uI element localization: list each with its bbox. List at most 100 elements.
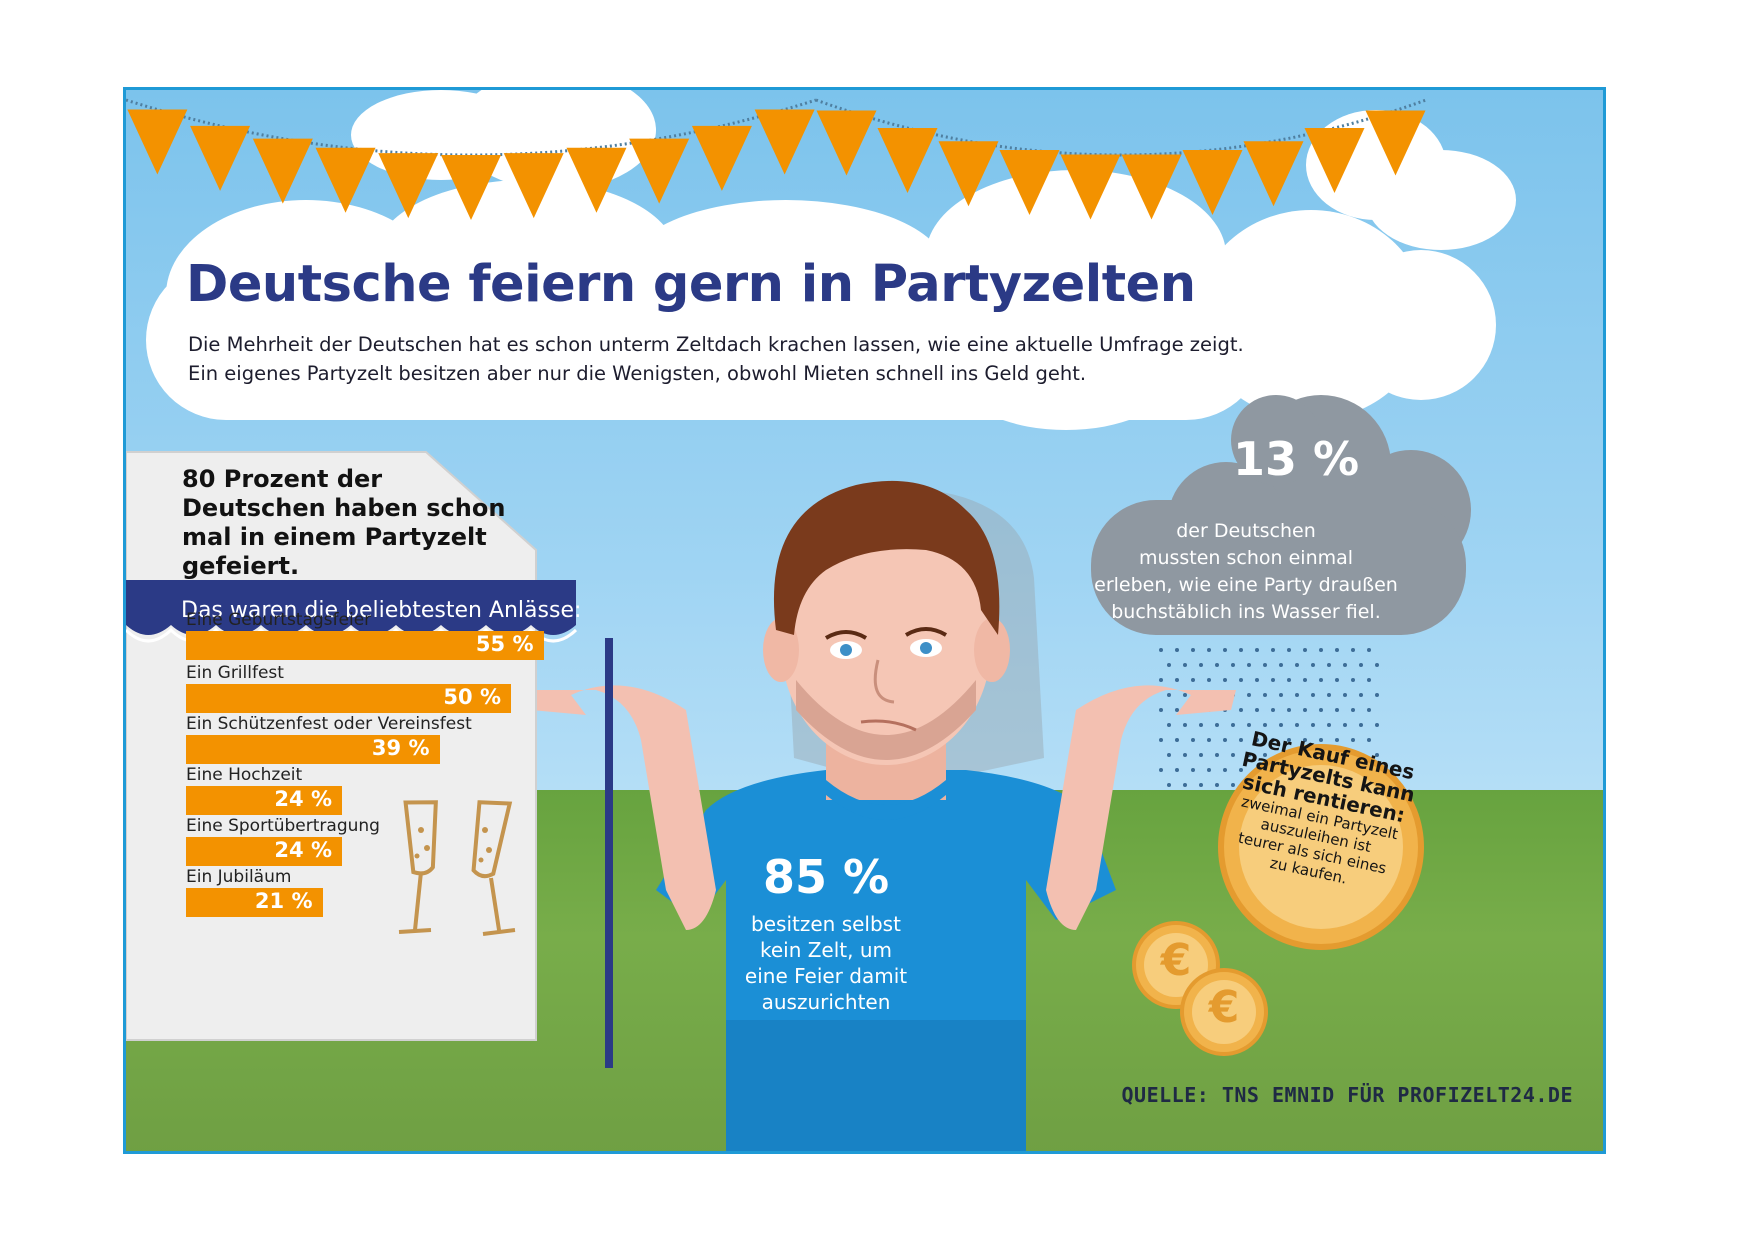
raindrop bbox=[1175, 768, 1179, 772]
raindrop bbox=[1263, 723, 1267, 727]
raindrop bbox=[1311, 693, 1315, 697]
raindrop bbox=[1223, 678, 1227, 682]
shrugging-man-illustration bbox=[526, 480, 1236, 1151]
raindrop bbox=[1287, 648, 1291, 652]
raindrop bbox=[1231, 723, 1235, 727]
source-credit: QUELLE: TNS EMNID FÜR PROFIZELT24.DE bbox=[1121, 1083, 1573, 1107]
raindrop bbox=[1263, 693, 1267, 697]
bunting-flag bbox=[1304, 128, 1365, 194]
raindrop bbox=[1255, 708, 1259, 712]
man-stat-line: kein Zelt, um bbox=[759, 938, 893, 962]
bunting-rope bbox=[815, 98, 1427, 157]
raindrop bbox=[1303, 738, 1307, 742]
rain-stat-percent: 13 % bbox=[1232, 432, 1360, 486]
raindrop bbox=[1343, 723, 1347, 727]
raindrop bbox=[1351, 648, 1355, 652]
raindrop bbox=[1295, 723, 1299, 727]
champagne-glasses-icon bbox=[398, 800, 516, 936]
raindrop bbox=[1263, 753, 1267, 757]
bar-value-label: 24 % bbox=[274, 787, 332, 811]
bunting-flag bbox=[1182, 150, 1243, 216]
bunting-flag bbox=[1121, 154, 1182, 220]
euro-symbol: € bbox=[1208, 982, 1240, 1033]
bar-category-label: Ein Grillfest bbox=[186, 663, 284, 683]
raindrop bbox=[1247, 663, 1251, 667]
raindrop bbox=[1191, 738, 1195, 742]
raindrop bbox=[1247, 753, 1251, 757]
bar-category-label: Eine Geburtstagsfeier bbox=[186, 610, 372, 630]
bar-category-label: Ein Schützenfest oder Vereinsfest bbox=[186, 714, 472, 734]
raindrop bbox=[1223, 768, 1227, 772]
bunting-flag bbox=[441, 155, 501, 220]
raindrop bbox=[1311, 663, 1315, 667]
raindrop bbox=[1255, 738, 1259, 742]
raindrop bbox=[1255, 648, 1259, 652]
raindrop bbox=[1287, 678, 1291, 682]
raindrop bbox=[1287, 738, 1291, 742]
rain-stat-line: buchstäblich ins Wasser fiel. bbox=[1111, 601, 1381, 623]
raindrop bbox=[1175, 708, 1179, 712]
raindrop bbox=[1335, 678, 1339, 682]
raindrop bbox=[1239, 678, 1243, 682]
bar: 24 % bbox=[186, 786, 342, 815]
rain-stat-line: mussten schon einmal bbox=[1138, 547, 1354, 569]
raindrop bbox=[1207, 738, 1211, 742]
bar: 55 % bbox=[186, 631, 544, 660]
bar-value-label: 50 % bbox=[443, 685, 501, 709]
bar-value-label: 21 % bbox=[254, 889, 313, 913]
bunting-flag bbox=[127, 109, 188, 175]
raindrop bbox=[1183, 663, 1187, 667]
raindrop bbox=[1183, 783, 1187, 787]
raindrop bbox=[1239, 738, 1243, 742]
raindrop bbox=[1159, 768, 1163, 772]
bunting-flag bbox=[503, 153, 564, 219]
raindrop bbox=[1215, 663, 1219, 667]
raindrop bbox=[1327, 693, 1331, 697]
raindrop bbox=[1215, 753, 1219, 757]
raindrop bbox=[1319, 738, 1323, 742]
bunting-flag bbox=[378, 153, 439, 219]
bunting-flag bbox=[754, 109, 815, 175]
bunting-flag bbox=[252, 138, 313, 204]
rain-stat-line: erleben, wie eine Party draußen bbox=[1094, 574, 1398, 596]
bar-category-label: Eine Sportübertragung bbox=[186, 816, 380, 836]
bunting-flag bbox=[877, 128, 938, 194]
bar: 21 % bbox=[186, 888, 323, 917]
bunting-flag bbox=[999, 150, 1060, 216]
awning-label: Das waren die beliebtesten Anlässe: bbox=[181, 598, 582, 623]
bunting-flag bbox=[691, 125, 752, 191]
raindrop bbox=[1319, 708, 1323, 712]
bar-value-label: 55 % bbox=[475, 632, 534, 656]
raindrop bbox=[1207, 768, 1211, 772]
raindrop bbox=[1167, 783, 1171, 787]
raindrop bbox=[1247, 723, 1251, 727]
bar: 24 % bbox=[186, 837, 342, 866]
raindrop bbox=[1335, 738, 1339, 742]
page-title: Deutsche feiern gern in Partyzelten bbox=[186, 255, 1196, 314]
raindrop bbox=[1183, 693, 1187, 697]
bunting-flag bbox=[1060, 154, 1121, 220]
raindrop bbox=[1335, 648, 1339, 652]
raindrop bbox=[1263, 663, 1267, 667]
bunting-flag bbox=[1365, 110, 1426, 176]
raindrop bbox=[1207, 648, 1211, 652]
raindrop bbox=[1199, 783, 1203, 787]
man-stat-line: besitzen selbst bbox=[751, 912, 901, 936]
bar: 39 % bbox=[186, 735, 440, 764]
raindrop bbox=[1303, 708, 1307, 712]
raindrop bbox=[1343, 693, 1347, 697]
man-stat-line: eine Feier damit bbox=[744, 964, 908, 988]
raindrop bbox=[1375, 693, 1379, 697]
raindrop bbox=[1367, 678, 1371, 682]
raindrop bbox=[1351, 678, 1355, 682]
raindrop bbox=[1175, 738, 1179, 742]
raindrop bbox=[1215, 783, 1219, 787]
raindrop bbox=[1351, 738, 1355, 742]
raindrop bbox=[1359, 663, 1363, 667]
raindrop bbox=[1199, 753, 1203, 757]
raindrop bbox=[1271, 708, 1275, 712]
raindrop bbox=[1351, 708, 1355, 712]
raindrop bbox=[1199, 723, 1203, 727]
raindrop bbox=[1239, 768, 1243, 772]
raindrop bbox=[1375, 723, 1379, 727]
